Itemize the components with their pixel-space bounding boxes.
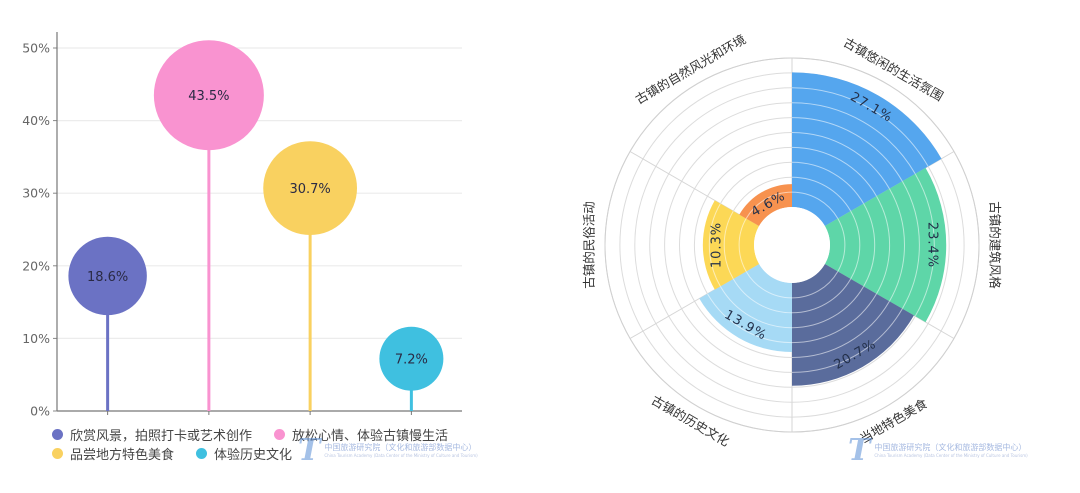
sector-ring: [791, 146, 877, 197]
watermark-left: T 中国旅游研究院（文化和旅游部数据中心） China Tourism Acad…: [298, 436, 478, 466]
sector-ring: [745, 271, 793, 299]
watermark-text-cn: 中国旅游研究院（文化和旅游部数据中心）: [874, 443, 1027, 452]
category-label: 古镇的自然风光和环境: [633, 31, 749, 106]
sector-ring: [791, 176, 852, 212]
legend-dot-icon: [52, 429, 63, 440]
polar-sector[interactable]: [699, 264, 792, 353]
legend-dot-icon: [52, 448, 63, 459]
sector-ring: [791, 286, 865, 329]
lollipop-legend: 欣赏风景，拍照打卡或艺术创作 放松心情、体验古镇慢生活 品尝地方特色美食 体验历…: [52, 425, 472, 463]
legend-row: 品尝地方特色美食 体验历史文化: [52, 444, 472, 463]
sector-ring: [791, 300, 890, 358]
lollipop-bubble[interactable]: [379, 326, 444, 391]
sector-ring: [791, 293, 877, 344]
sector-ring: [791, 87, 929, 167]
legend-row: 欣赏风景，拍照打卡或艺术创作 放松心情、体验古镇慢生活: [52, 425, 472, 444]
y-tick-label: 20%: [22, 258, 50, 273]
sector-ring: [791, 271, 839, 299]
sector-ring: [745, 191, 793, 219]
legend-item-history[interactable]: 体验历史文化: [196, 444, 292, 463]
lollipop-bubble[interactable]: [153, 40, 264, 151]
value-label: 18.6%: [87, 270, 128, 285]
legend-dot-icon: [274, 429, 286, 440]
polar-sector[interactable]: [739, 184, 792, 226]
y-tick-label: 30%: [22, 186, 50, 201]
sector-ring: [791, 132, 890, 190]
sector-ring: [791, 308, 903, 373]
legend-label: 放松心情、体验古镇慢生活: [292, 429, 449, 444]
polar-outer-ring: [604, 57, 980, 433]
lollipop-bubble[interactable]: [68, 236, 147, 316]
polar-center-hole: [754, 207, 830, 283]
sector-ring: [863, 203, 876, 287]
sector-ring: [738, 218, 747, 272]
polar-spoke: [629, 151, 760, 227]
sector-ring: [888, 188, 905, 302]
legend-item-scenery[interactable]: 欣赏风景，拍照打卡或艺术创作: [52, 425, 252, 444]
sector-ring: [876, 195, 891, 295]
legend-item-relax[interactable]: 放松心情、体验古镇慢生活: [274, 425, 448, 444]
legend-label: 体验历史文化: [214, 448, 293, 463]
sector-value-label: 10.3%: [709, 222, 724, 268]
y-tick-label: 50%: [22, 41, 50, 56]
y-tick-label: 0%: [30, 404, 50, 419]
y-tick-label: 10%: [22, 331, 50, 346]
sector-ring: [901, 181, 920, 309]
watermark-text-en: China Tourism Academy (Data Center of th…: [324, 453, 478, 458]
polar-sector[interactable]: [792, 72, 942, 226]
sector-ring: [723, 210, 734, 280]
sector-ring: [791, 191, 839, 219]
watermark-right: T 中国旅游研究院（文化和旅游部数据中心） China Tourism Acad…: [848, 436, 1028, 466]
watermark-text-en: China Tourism Academy (Data Center of th…: [874, 453, 1028, 458]
lollipop-bubble[interactable]: [263, 141, 358, 236]
polar-sector[interactable]: [702, 200, 760, 290]
sector-ring: [707, 293, 793, 344]
value-label: 30.7%: [289, 182, 330, 197]
y-tick-label: 40%: [22, 113, 50, 128]
polar-sector[interactable]: [824, 167, 947, 323]
legend-label: 欣赏风景，拍照打卡或艺术创作: [70, 429, 253, 444]
sector-ring: [708, 203, 721, 287]
legend-dot-icon: [196, 448, 208, 459]
legend-item-food[interactable]: 品尝地方特色美食: [52, 444, 174, 463]
sector-value-label: 23.4%: [925, 222, 940, 268]
sector-ring: [791, 117, 903, 182]
academy-logo-icon: T: [848, 433, 871, 468]
academy-logo-icon: T: [298, 433, 321, 468]
value-label: 7.2%: [395, 353, 428, 368]
sector-ring: [791, 278, 852, 314]
category-label: 古镇的民俗活动: [582, 201, 597, 289]
sector-ring: [732, 278, 793, 314]
legend-label: 品尝地方特色美食: [70, 448, 175, 463]
sector-ring: [719, 286, 793, 329]
watermark-text-cn: 中国旅游研究院（文化和旅游部数据中心）: [324, 443, 477, 452]
value-label: 43.5%: [188, 89, 229, 104]
sector-ring: [837, 218, 846, 272]
polar-sector[interactable]: [792, 264, 914, 386]
sector-ring: [791, 161, 865, 204]
lollipop-chart: 0% 10% 20% 30% 40% 50% 18.6% 43.5% 30.7% 7.2%: [22, 32, 462, 419]
category-label: 古镇的建筑风格: [988, 201, 1003, 289]
sector-ring: [914, 173, 935, 317]
sector-ring: [850, 210, 861, 280]
sector-ring: [791, 102, 916, 175]
